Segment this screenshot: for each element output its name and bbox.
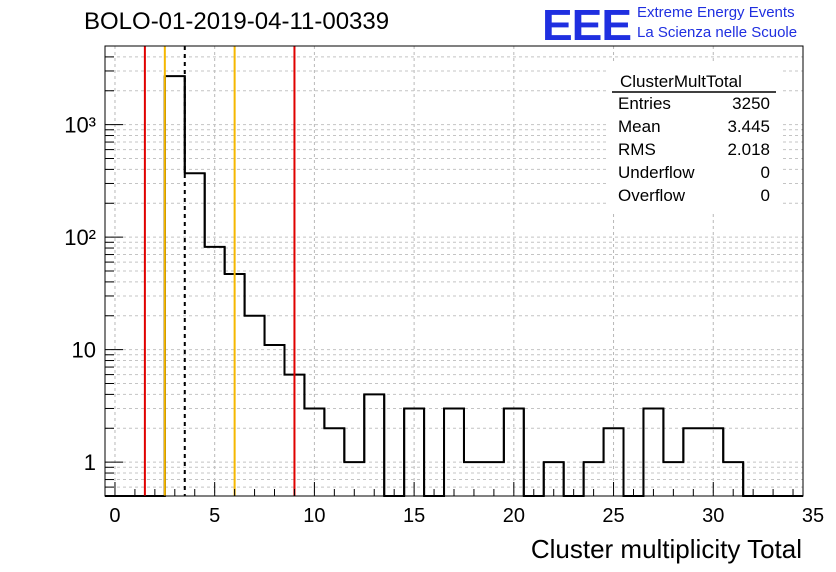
stats-label: Underflow [618,163,695,182]
stats-box [608,64,782,214]
histogram-bar [165,76,185,496]
logo-line-1: Extreme Energy Events [637,4,795,21]
stats-box-title: ClusterMultTotal [620,72,742,91]
stats-value: 2.018 [727,140,770,159]
x-tick-label: 15 [403,505,425,527]
chart-title: BOLO-01-2019-04-11-00339 [84,8,390,35]
stats-value: 3250 [732,94,770,113]
stats-label: Overflow [618,186,686,205]
x-axis-title: Cluster multiplicity Total [530,534,802,564]
histogram-bar [364,394,384,496]
y-tick-label: 10² [64,225,96,250]
logo-line-2: La Scienza nelle Scuole [637,24,798,41]
x-tick-label: 10 [303,505,325,527]
histogram-bar [185,173,205,496]
x-tick-label: 35 [802,505,824,527]
y-tick-label: 1 [84,450,96,475]
stats-value: 3.445 [727,117,770,136]
stats-label: Mean [618,117,661,136]
y-tick-label: 10³ [64,113,96,138]
x-tick-label: 5 [209,505,220,527]
y-tick-label: 10 [72,338,96,363]
histogram-bar [643,408,663,496]
x-tick-label: 30 [702,505,724,527]
histogram-bar [444,408,464,496]
eee-logo-mark: EEE [542,0,632,50]
histogram-bar [245,316,265,496]
x-tick-label: 0 [109,505,120,527]
x-tick-label: 25 [602,505,624,527]
x-tick-label: 20 [503,505,525,527]
stats-value: 0 [760,163,770,182]
stats-label: Entries [618,94,671,113]
stats-value: 0 [760,186,770,205]
stats-label: RMS [618,140,656,159]
